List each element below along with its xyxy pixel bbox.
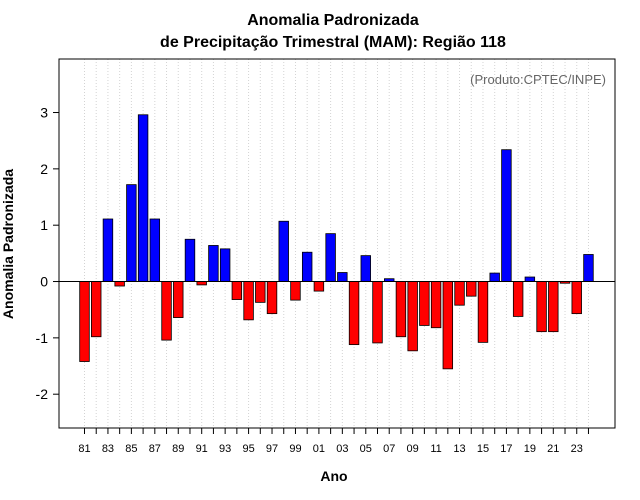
x-axis: 81 83 85 87 89 91 93 95 97 99 01 03 05 07 09 11 13 15 17 19…	[78, 428, 589, 455]
x-tick-label: 91	[196, 443, 208, 455]
x-axis-title: Ano	[320, 468, 347, 484]
x-tick-label: 11	[430, 443, 441, 455]
y-axis: -2 -1 0 1 2 3	[36, 105, 59, 402]
x-tick-label: 03	[336, 443, 348, 455]
x-tick-label: 01	[313, 443, 325, 455]
plot-frame	[58, 58, 616, 429]
bar-2023	[571, 281, 582, 315]
bar-2017	[501, 149, 512, 282]
y-tick-label: -2	[36, 386, 49, 402]
x-tick-label: 93	[219, 443, 231, 455]
bar-2004	[348, 281, 360, 346]
bar-1982	[91, 281, 102, 338]
bar-2011	[430, 281, 442, 329]
bar-2019	[524, 276, 536, 282]
y-axis-title: Anomalia Padronizada	[0, 169, 16, 319]
x-tick-label: 07	[383, 443, 395, 455]
bar-2009	[407, 281, 418, 352]
x-tick-label: 99	[289, 443, 301, 455]
y-tick-label: 2	[40, 161, 48, 177]
bar-2000	[301, 251, 313, 282]
bar-2012	[442, 281, 454, 370]
bar-2021	[548, 281, 559, 333]
y-tick-label: -1	[36, 330, 49, 346]
x-tick-label: 13	[453, 443, 465, 455]
x-tick-label: 09	[407, 443, 419, 455]
x-tick-label: 87	[149, 443, 161, 455]
bar-2010	[419, 281, 430, 326]
bar-2003	[337, 272, 348, 282]
y-tick-label: 0	[40, 274, 48, 290]
bar-2014	[466, 281, 477, 297]
x-tick-label: 17	[500, 443, 512, 455]
x-tick-label: 21	[547, 443, 559, 455]
bar-1994	[231, 281, 243, 300]
x-tick-label: 15	[477, 443, 489, 455]
x-tick-label: 83	[102, 443, 114, 455]
bar-1983	[102, 218, 114, 282]
bar-1993	[219, 248, 231, 282]
bar-1995	[243, 281, 254, 321]
bar-1986	[137, 114, 149, 282]
x-tick-label: 85	[125, 443, 137, 455]
bar-2024	[583, 254, 594, 282]
bar-2015	[477, 281, 489, 343]
x-tick-label: 97	[266, 443, 278, 455]
bar-2020	[536, 281, 547, 333]
x-tick-label: 19	[524, 443, 536, 455]
bar-1984	[114, 281, 125, 287]
x-tick-label: 05	[360, 443, 372, 455]
credit-label: (Produto:CPTEC/INPE)	[470, 72, 606, 87]
bar-2001	[313, 281, 325, 292]
x-tick-label: 95	[242, 443, 254, 455]
grid-lines	[84, 59, 589, 428]
bar-1985	[126, 184, 137, 282]
x-tick-label: 23	[571, 443, 583, 455]
bar-1987	[149, 218, 161, 282]
y-tick-label: 1	[40, 217, 48, 233]
chart-title: Anomalia Padronizada	[247, 12, 419, 29]
bar-1989	[173, 281, 184, 318]
bar-2008	[395, 281, 407, 338]
bar-1992	[208, 245, 219, 282]
chart-subtitle: de Precipitação Trimestral (MAM): Região…	[160, 34, 506, 51]
bar-2005	[360, 255, 371, 282]
bar-2002	[325, 233, 336, 282]
bar-2013	[454, 281, 465, 306]
x-tick-label: 81	[78, 443, 90, 455]
bar-2016	[489, 272, 500, 282]
bar-1996	[255, 281, 266, 303]
bar-2006	[372, 281, 383, 344]
bar-1998	[278, 220, 289, 282]
bar-1997	[266, 281, 278, 315]
bar-1999	[290, 281, 301, 301]
bar-1991	[196, 281, 207, 286]
bars-group	[79, 114, 594, 370]
y-tick-label: 3	[40, 105, 48, 121]
x-tick-label: 89	[172, 443, 184, 455]
bar-1981	[79, 281, 90, 362]
bar-1988	[161, 281, 172, 341]
bar-1990	[184, 238, 196, 282]
bar-2018	[512, 281, 524, 317]
